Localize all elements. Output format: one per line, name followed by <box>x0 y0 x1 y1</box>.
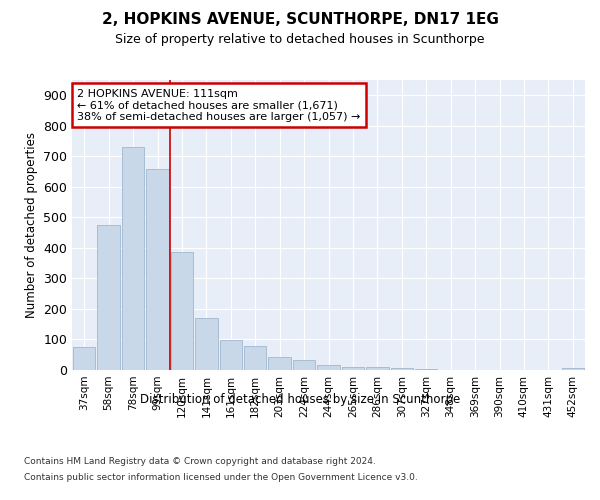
Bar <box>220 340 242 370</box>
Bar <box>366 367 389 370</box>
Text: Contains public sector information licensed under the Open Government Licence v3: Contains public sector information licen… <box>24 472 418 482</box>
Bar <box>170 252 193 370</box>
Text: 2 HOPKINS AVENUE: 111sqm
← 61% of detached houses are smaller (1,671)
38% of sem: 2 HOPKINS AVENUE: 111sqm ← 61% of detach… <box>77 88 361 122</box>
Text: Distribution of detached houses by size in Scunthorpe: Distribution of detached houses by size … <box>140 392 460 406</box>
Bar <box>195 318 218 370</box>
Bar <box>391 368 413 370</box>
Text: Size of property relative to detached houses in Scunthorpe: Size of property relative to detached ho… <box>115 32 485 46</box>
Bar <box>293 360 316 370</box>
Bar <box>122 147 145 370</box>
Y-axis label: Number of detached properties: Number of detached properties <box>25 132 38 318</box>
Bar <box>341 367 364 370</box>
Text: Contains HM Land Registry data © Crown copyright and database right 2024.: Contains HM Land Registry data © Crown c… <box>24 458 376 466</box>
Bar <box>244 346 266 370</box>
Bar <box>317 366 340 370</box>
Bar <box>97 225 120 370</box>
Bar <box>415 369 437 370</box>
Text: 2, HOPKINS AVENUE, SCUNTHORPE, DN17 1EG: 2, HOPKINS AVENUE, SCUNTHORPE, DN17 1EG <box>101 12 499 28</box>
Bar <box>562 368 584 370</box>
Bar <box>73 347 95 370</box>
Bar <box>268 357 291 370</box>
Bar <box>146 168 169 370</box>
